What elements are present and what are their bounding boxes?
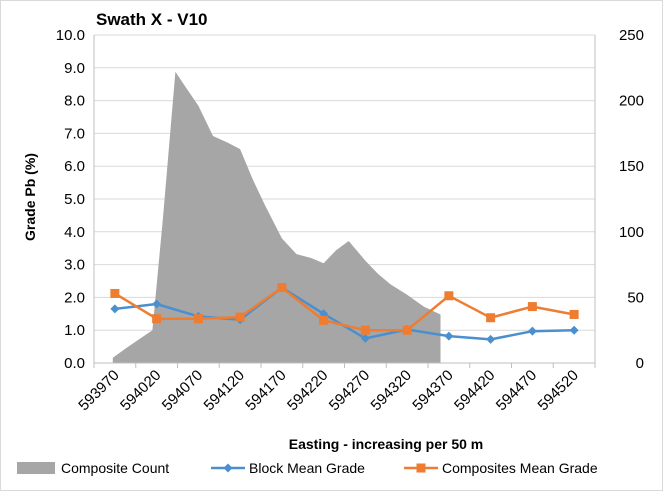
composites-mean-grade-point xyxy=(360,325,370,335)
y-tick-label: 5.0 xyxy=(64,191,85,208)
y-tick-label: 7.0 xyxy=(64,125,85,142)
y-tick-label: 1.0 xyxy=(64,322,85,339)
legend-label: Composite Count xyxy=(61,460,169,476)
legend-marker-diamond xyxy=(223,463,233,473)
x-tick-label: 594470 xyxy=(493,367,540,414)
x-tick-label: 594070 xyxy=(159,367,206,414)
y-tick-label: 4.0 xyxy=(64,224,85,241)
y-tick-label: 6.0 xyxy=(64,158,85,175)
y-tick-label: 3.0 xyxy=(64,257,85,274)
y-axis-title: Grade Pb (%) xyxy=(22,153,38,241)
composites-mean-grade-point xyxy=(319,315,329,325)
composite-count-area-layer xyxy=(112,71,441,363)
x-tick-label: 594020 xyxy=(117,367,164,414)
composites-mean-grade-point xyxy=(569,309,579,319)
composite-count-area xyxy=(112,71,441,363)
x-tick-label: 594320 xyxy=(368,367,415,414)
y-tick-label: 8.0 xyxy=(64,93,85,110)
composites-mean-grade-point xyxy=(444,291,454,301)
y-tick-label: 0.0 xyxy=(64,355,85,372)
legend-label: Composites Mean Grade xyxy=(442,460,598,476)
composites-mean-grade-point xyxy=(527,302,537,312)
y2-tick-label: 250 xyxy=(619,27,644,44)
y2-tick-label: 150 xyxy=(619,158,644,175)
block-mean-grade-point xyxy=(360,333,370,343)
y2-tick-label: 200 xyxy=(619,93,644,110)
composites-mean-grade-point xyxy=(152,314,162,324)
x-tick-label: 594120 xyxy=(201,367,248,414)
legend: Composite Count Block Mean Grade Composite… xyxy=(17,460,598,476)
legend-marker-square xyxy=(416,463,426,473)
x-tick-label: 594420 xyxy=(451,367,498,414)
block-mean-grade-point xyxy=(486,334,496,344)
x-tick-label: 594270 xyxy=(326,367,373,414)
y-tick-label: 9.0 xyxy=(64,60,85,77)
y-tick-label: 2.0 xyxy=(64,289,85,306)
block-mean-grade-point xyxy=(444,331,454,341)
composites-mean-grade-point xyxy=(402,325,412,335)
y2-tick-label: 100 xyxy=(619,224,644,241)
block-mean-grade-point xyxy=(152,299,162,309)
block-mean-grade-point xyxy=(527,326,537,336)
x-tick-label: 594220 xyxy=(284,367,331,414)
y-tick-label: 10.0 xyxy=(56,27,85,44)
block-mean-grade-point xyxy=(110,304,120,314)
composites-mean-grade-point xyxy=(235,312,245,322)
chart-title: Swath X - V10 xyxy=(96,10,207,29)
series-layer xyxy=(110,283,579,344)
block-mean-grade-point xyxy=(569,325,579,335)
legend-label: Block Mean Grade xyxy=(249,460,365,476)
composites-mean-grade-point xyxy=(110,288,120,298)
x-axis-title: Easting - increasing per 50 m xyxy=(289,436,484,452)
composites-mean-grade-point xyxy=(486,313,496,323)
y2-tick-label: 0 xyxy=(636,355,644,372)
x-tick-label: 594170 xyxy=(242,367,289,414)
x-tick-label: 594370 xyxy=(409,367,456,414)
composites-mean-grade-point xyxy=(193,314,203,324)
x-tick-label: 593970 xyxy=(75,367,122,414)
x-tick-label: 594520 xyxy=(535,367,582,414)
legend-swatch-composite-count xyxy=(17,462,55,474)
composites-mean-grade-line xyxy=(114,286,575,332)
y2-tick-label: 50 xyxy=(627,289,644,306)
composites-mean-grade-point xyxy=(277,283,287,293)
